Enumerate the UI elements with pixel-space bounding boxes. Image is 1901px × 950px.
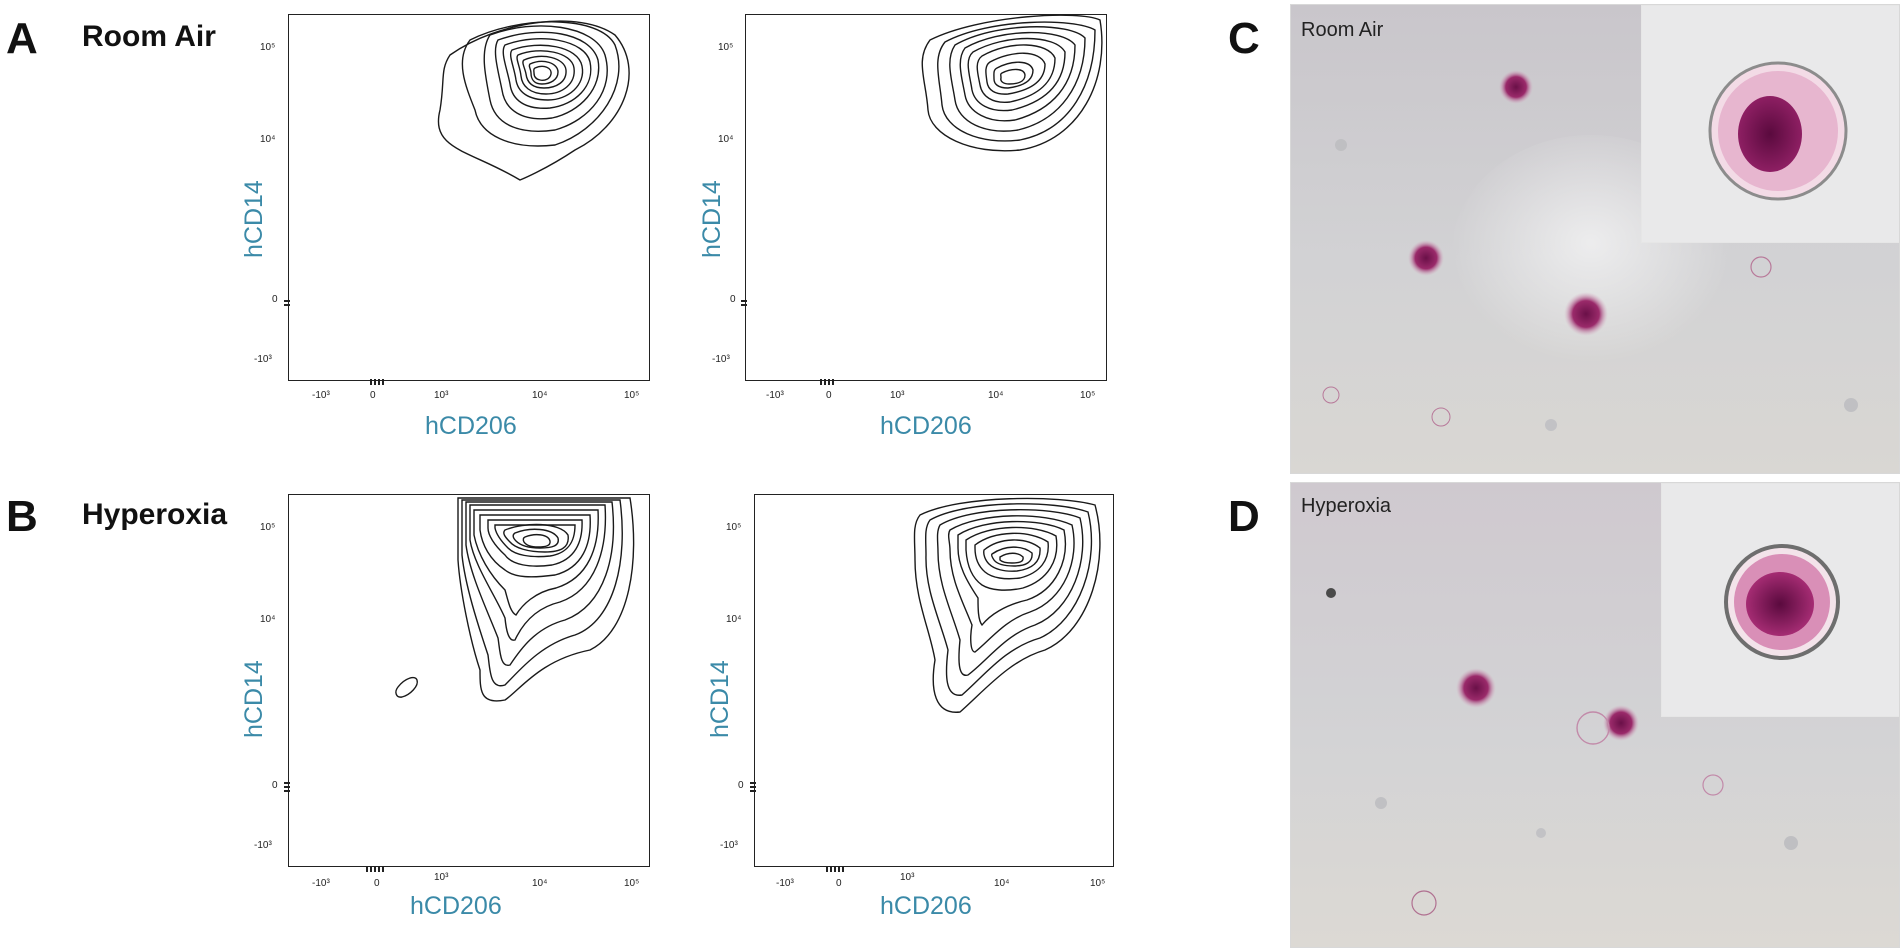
x-tick-label: 10⁵ xyxy=(624,390,640,401)
x-tick-label: -10³ xyxy=(776,878,794,889)
micrograph-label-hyperoxia: Hyperoxia xyxy=(1301,495,1392,517)
y-tick-label: 10⁴ xyxy=(260,134,276,145)
y-axis-title: hCD14 xyxy=(706,660,734,738)
x-tick-label: 10⁴ xyxy=(988,390,1004,401)
flow-plot-room-air-2 xyxy=(745,14,1107,381)
x-tick-label: -10³ xyxy=(766,390,784,401)
x-axis-title: hCD206 xyxy=(425,412,517,440)
inset-magnified-cell-room-air xyxy=(1641,5,1899,243)
flow-plot-hyperoxia-1 xyxy=(288,494,650,867)
x-tick-label: 10⁴ xyxy=(994,878,1010,889)
x-axis-title: hCD206 xyxy=(880,892,972,920)
x-tick-label: 0 xyxy=(374,878,380,889)
y-tick-label: 0 xyxy=(730,294,736,305)
micrograph-label-room-air: Room Air xyxy=(1301,19,1384,41)
y-tick-label: 0 xyxy=(738,780,744,791)
y-tick-label: 0 xyxy=(272,780,278,791)
y-axis-title: hCD14 xyxy=(240,180,268,258)
y-axis-title: hCD14 xyxy=(240,660,268,738)
x-tick-label: 10⁵ xyxy=(1090,878,1106,889)
x-tick-label: 0 xyxy=(370,390,376,401)
inset-magnified-cell-hyperoxia xyxy=(1661,483,1899,717)
y-axis-title: hCD14 xyxy=(698,180,726,258)
x-tick-label: 10³ xyxy=(434,390,449,401)
x-tick-label: 0 xyxy=(836,878,842,889)
x-tick-label: 10⁵ xyxy=(1080,390,1096,401)
y-tick-label: -10³ xyxy=(254,840,272,851)
panel-letter-d: D xyxy=(1228,492,1260,541)
panel-letter-c: C xyxy=(1228,14,1260,63)
condition-label-room-air: Room Air xyxy=(82,20,216,53)
panel-letter-a: A xyxy=(6,14,38,63)
x-tick-label: -10³ xyxy=(312,878,330,889)
magnified-cell-image xyxy=(1724,544,1840,660)
y-tick-label: -10³ xyxy=(712,354,730,365)
y-tick-label: 10⁵ xyxy=(718,42,734,53)
micrograph-hyperoxia: Hyperoxia xyxy=(1290,482,1900,948)
x-tick-label: 10⁴ xyxy=(532,878,548,889)
y-tick-label: 10⁵ xyxy=(260,522,276,533)
flow-plot-room-air-1 xyxy=(288,14,650,381)
x-tick-label: 0 xyxy=(826,390,832,401)
x-tick-label: 10³ xyxy=(890,390,905,401)
y-tick-label: 10⁴ xyxy=(260,614,276,625)
y-tick-label: 10⁵ xyxy=(260,42,276,53)
x-tick-label: -10³ xyxy=(312,390,330,401)
x-tick-label: 10³ xyxy=(900,872,915,883)
x-axis-title: hCD206 xyxy=(410,892,502,920)
panel-letter-b: B xyxy=(6,492,38,541)
stained-cells-image xyxy=(1326,588,1798,916)
x-tick-label: 10³ xyxy=(434,872,449,883)
y-tick-label: 10⁴ xyxy=(726,614,742,625)
magnified-cell-image xyxy=(1708,61,1848,201)
y-tick-label: 0 xyxy=(272,294,278,305)
x-tick-label: 10⁵ xyxy=(624,878,640,889)
flow-plot-hyperoxia-2 xyxy=(754,494,1114,867)
x-tick-label: 10⁴ xyxy=(532,390,548,401)
micrograph-room-air: Room Air xyxy=(1290,4,1900,474)
y-tick-label: 10⁴ xyxy=(718,134,734,145)
x-axis-title: hCD206 xyxy=(880,412,972,440)
y-tick-label: -10³ xyxy=(720,840,738,851)
y-tick-label: 10⁵ xyxy=(726,522,742,533)
condition-label-hyperoxia: Hyperoxia xyxy=(82,498,228,531)
y-tick-label: -10³ xyxy=(254,354,272,365)
